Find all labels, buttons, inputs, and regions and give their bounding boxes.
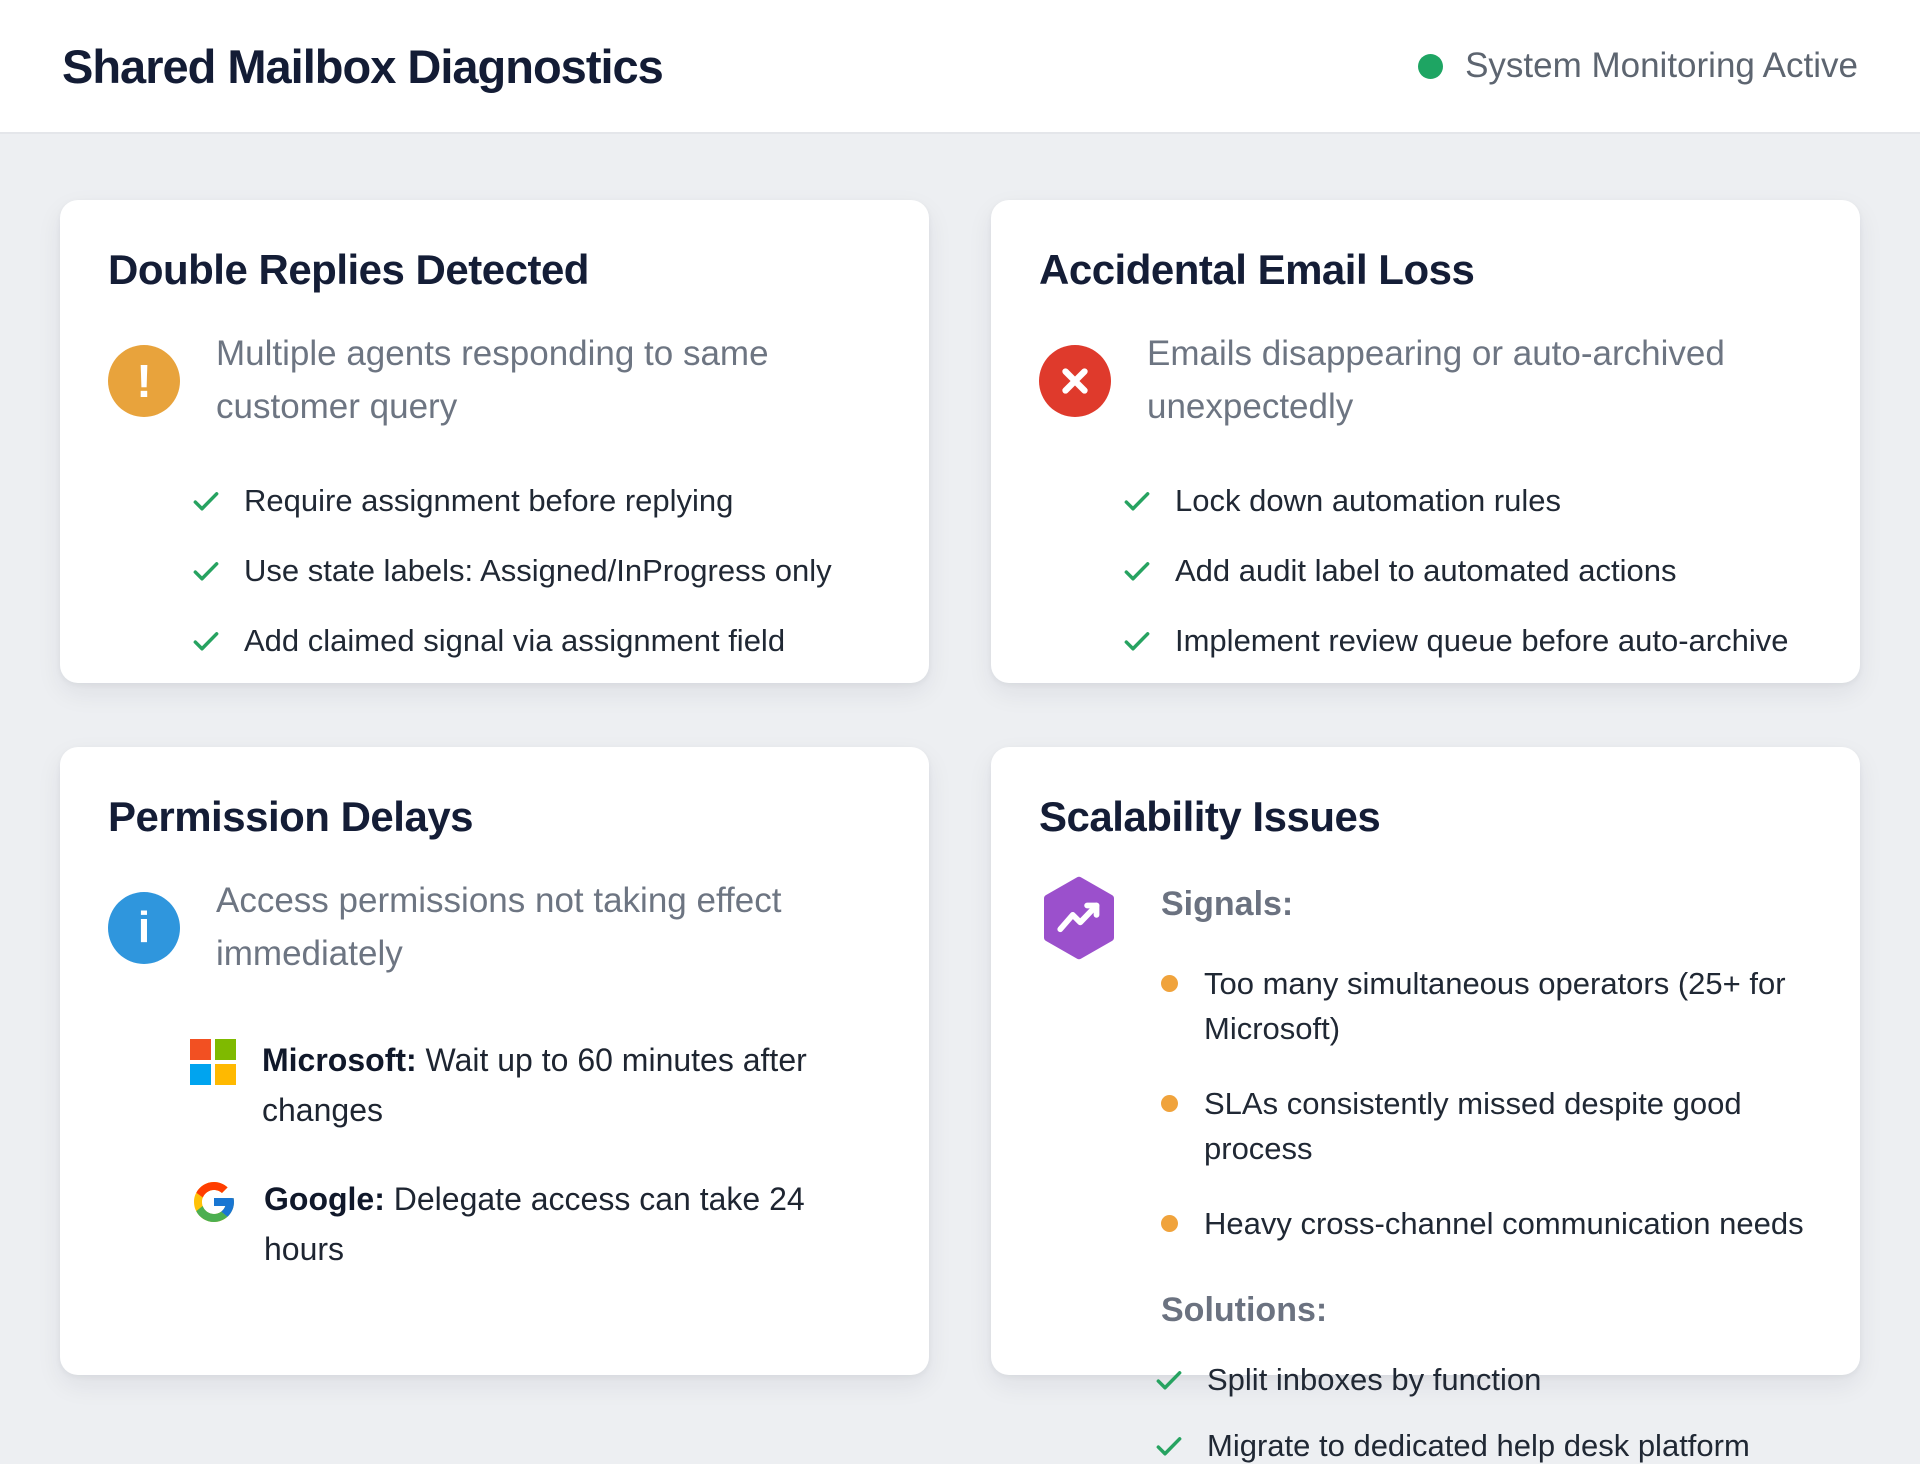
card-description: Multiple agents responding to same custo…: [216, 334, 769, 426]
list-item: Lock down automation rules: [1121, 483, 1812, 519]
vendor-note: Delegate access can take 24 hours: [264, 1181, 805, 1267]
checklist: Lock down automation rules Add audit lab…: [1121, 483, 1812, 659]
card-title: Scalability Issues: [1039, 793, 1381, 840]
x-glyph: [1062, 367, 1088, 394]
list-item: Split inboxes by function: [1153, 1362, 1812, 1398]
info-row: ! Multiple agents responding to same cus…: [108, 328, 881, 433]
page-header: Shared Mailbox Diagnostics System Monito…: [0, 0, 1920, 134]
list-item-label: Migrate to dedicated help desk platform: [1207, 1427, 1750, 1463]
list-item: Migrate to dedicated help desk platform: [1153, 1428, 1812, 1464]
vendor-list: Microsoft: Wait up to 60 minutes after c…: [190, 1036, 881, 1274]
signals-label: Signals:: [1161, 885, 1294, 923]
vendor-name: Google:: [264, 1181, 385, 1218]
page-title: Shared Mailbox Diagnostics: [62, 39, 664, 93]
list-item: Require assignment before replying: [190, 483, 881, 519]
list-item-label: Lock down automation rules: [1175, 483, 1562, 518]
list-item-label: Use state labels: Assigned/InProgress on…: [244, 553, 832, 588]
bullet-icon: [1161, 1094, 1178, 1112]
google-logo-icon: [194, 1182, 234, 1223]
bullet-icon: [1161, 1214, 1178, 1232]
list-item: Implement review queue before auto-archi…: [1121, 623, 1812, 659]
list-item-google: Google: Delegate access can take 24 hour…: [190, 1175, 881, 1274]
card-title: Permission Delays: [108, 793, 474, 840]
microsoft-logo-icon: [190, 1039, 236, 1085]
scalability-content: Signals: Too many simultaneous operators…: [1156, 875, 1812, 1464]
card-description: Emails disappearing or auto-archived une…: [1147, 334, 1725, 426]
vendor-text: Google: Delegate access can take 24 hour…: [264, 1175, 881, 1274]
card-email-loss: Accidental Email Loss Emails disappearin…: [991, 200, 1860, 683]
card-permission-delays: Permission Delays i Access permissions n…: [60, 747, 929, 1375]
status-indicator: System Monitoring Active: [1418, 46, 1858, 86]
vendor-name: Microsoft:: [262, 1042, 417, 1078]
status-label: System Monitoring Active: [1465, 46, 1858, 85]
check-icon: [1124, 562, 1150, 581]
check-icon: [1124, 492, 1150, 511]
list-item-label: Implement review queue before auto-archi…: [1175, 623, 1789, 658]
info-icon: i: [108, 891, 180, 964]
list-item-label: SLAs consistently missed despite good pr…: [1204, 1085, 1742, 1166]
bullet-icon: [1161, 975, 1178, 992]
list-item-label: Add audit label to automated actions: [1175, 553, 1677, 588]
info-row: i Access permissions not taking effect i…: [108, 875, 881, 980]
checklist: Require assignment before replying Use s…: [190, 483, 881, 659]
card-scalability: Scalability Issues Signals: Too many sim…: [991, 747, 1860, 1463]
list-item: SLAs consistently missed despite good pr…: [1161, 1082, 1812, 1172]
vendor-text: Microsoft: Wait up to 60 minutes after c…: [262, 1036, 881, 1135]
list-item-microsoft: Microsoft: Wait up to 60 minutes after c…: [190, 1036, 881, 1135]
check-icon: [193, 632, 219, 651]
error-icon: [1039, 344, 1111, 417]
list-item: Add claimed signal via assignment field: [190, 623, 881, 659]
info-row: Emails disappearing or auto-archived une…: [1039, 328, 1812, 433]
info-row: Signals: Too many simultaneous operators…: [1039, 875, 1812, 1464]
list-item: Use state labels: Assigned/InProgress on…: [190, 553, 881, 589]
trending-up-icon: [1044, 876, 1114, 960]
list-item: Add audit label to automated actions: [1121, 553, 1812, 589]
status-dot-icon: [1418, 53, 1444, 79]
warning-icon: !: [108, 344, 180, 417]
solutions-label: Solutions:: [1161, 1290, 1328, 1329]
list-item-label: Heavy cross-channel communication needs: [1204, 1205, 1804, 1241]
list-item-label: Add claimed signal via assignment field: [244, 623, 786, 658]
card-description: Access permissions not taking effect imm…: [216, 881, 782, 973]
list-item-label: Require assignment before replying: [244, 483, 734, 518]
list-item: Heavy cross-channel communication needs: [1161, 1202, 1812, 1247]
cards-grid: Double Replies Detected ! Multiple agent…: [0, 134, 1920, 1463]
check-icon: [193, 562, 219, 581]
check-icon: [1124, 632, 1150, 651]
check-icon: [1156, 1436, 1182, 1456]
vendor-note: Wait up to 60 minutes after changes: [262, 1042, 807, 1128]
list-item: Too many simultaneous operators (25+ for…: [1161, 962, 1812, 1052]
check-icon: [1156, 1370, 1182, 1390]
card-title: Double Replies Detected: [108, 246, 589, 293]
list-item-label: Split inboxes by function: [1207, 1361, 1542, 1397]
card-double-replies: Double Replies Detected ! Multiple agent…: [60, 200, 929, 683]
list-item-label: Too many simultaneous operators (25+ for…: [1204, 966, 1786, 1046]
signals-list: Too many simultaneous operators (25+ for…: [1161, 962, 1812, 1247]
check-icon: [193, 492, 219, 511]
card-title: Accidental Email Loss: [1039, 246, 1475, 293]
solutions-list: Split inboxes by function Migrate to ded…: [1153, 1362, 1812, 1464]
